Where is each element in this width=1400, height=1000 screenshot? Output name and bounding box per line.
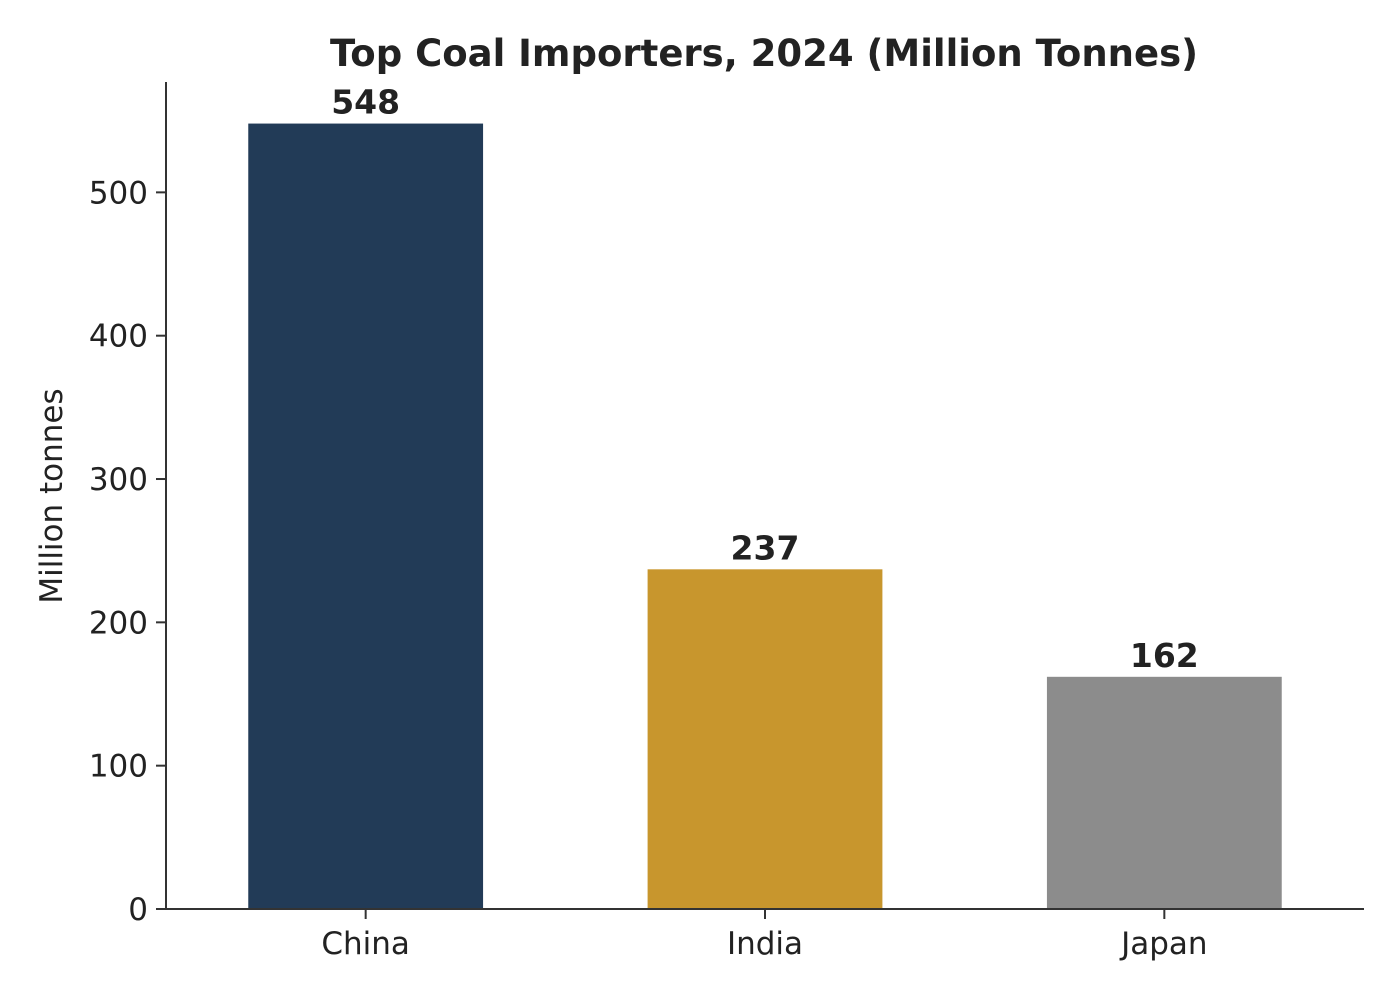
y-axis: 0 100 200 300 400 500 xyxy=(89,175,166,928)
bar-japan xyxy=(1046,676,1282,909)
bars: 548 237 162 xyxy=(248,83,1282,909)
y-tick-label: 100 xyxy=(89,749,148,785)
chart-title: Top Coal Importers, 2024 (Million Tonnes… xyxy=(330,32,1198,75)
y-axis-label: Million tonnes xyxy=(34,388,70,603)
x-tick-label-india: India xyxy=(727,926,803,962)
bar-value-label-japan: 162 xyxy=(1130,636,1199,675)
bar-china xyxy=(248,123,484,909)
bar-india xyxy=(647,569,883,909)
y-tick-label: 200 xyxy=(89,605,148,641)
x-tick-label-china: China xyxy=(321,926,410,962)
y-tick-label: 300 xyxy=(89,462,148,498)
bar-value-label-china: 548 xyxy=(331,83,400,122)
y-tick-label: 400 xyxy=(89,319,148,355)
y-tick-label: 500 xyxy=(89,175,148,211)
x-axis: China India Japan xyxy=(321,909,1208,962)
bar-value-label-india: 237 xyxy=(731,528,800,567)
y-tick-label: 0 xyxy=(128,892,148,928)
x-tick-label-japan: Japan xyxy=(1119,926,1207,962)
